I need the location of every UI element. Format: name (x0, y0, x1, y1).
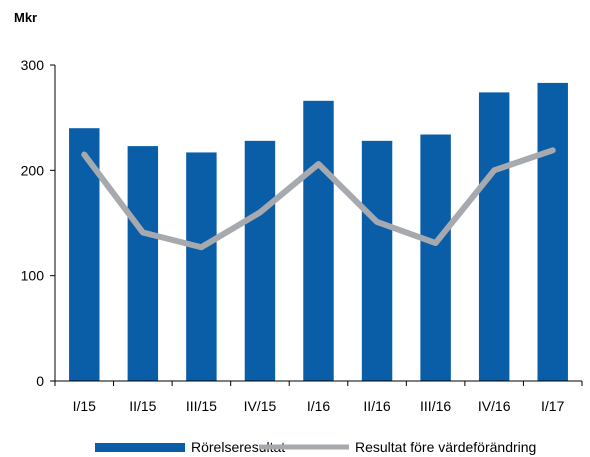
x-tick-label: I/15 (73, 398, 97, 414)
line-point (83, 154, 85, 156)
bar (244, 140, 276, 381)
line-point (493, 169, 495, 171)
x-tick-label: II/15 (129, 398, 156, 414)
bar (537, 82, 568, 381)
bar (303, 100, 334, 382)
line-point (142, 231, 144, 233)
line-point (200, 246, 202, 248)
bar (361, 140, 393, 381)
bar (420, 134, 451, 381)
legend-swatch-bar (95, 443, 185, 452)
legend-label-line: Resultat före värdeförändring (355, 439, 536, 455)
legend: Rörelseresultat Resultat före värdeförän… (95, 439, 536, 455)
y-tick-label: 300 (21, 57, 45, 73)
x-tick-label: IV/15 (244, 398, 277, 414)
line-point (318, 163, 319, 165)
x-tick-label: I/16 (307, 398, 331, 414)
y-tick-label: 100 (21, 268, 45, 284)
line-series (81, 147, 556, 251)
legend-label-bar: Rörelseresultat (191, 439, 285, 455)
bar (186, 152, 217, 381)
x-tick-label: III/16 (420, 398, 451, 414)
line-point (435, 242, 437, 244)
x-tick-label: I/17 (541, 398, 565, 414)
y-axis: 0 100 200 300 (21, 57, 56, 389)
bar (127, 146, 159, 381)
bar-series (69, 82, 568, 382)
y-tick-label: 0 (36, 373, 44, 389)
line-point (376, 221, 378, 223)
y-unit-label: Mkr (14, 10, 37, 25)
line-point (552, 149, 554, 151)
x-tick-label: II/16 (363, 398, 390, 414)
x-tick-label: IV/16 (478, 398, 511, 414)
y-tick-label: 200 (21, 162, 45, 178)
line-point (259, 211, 261, 213)
x-axis: I/15 II/15 III/15 IV/15 I/16 II/16 III/16 IV/16… (54, 380, 583, 414)
bar (478, 92, 510, 382)
x-tick-label: III/15 (186, 398, 217, 414)
